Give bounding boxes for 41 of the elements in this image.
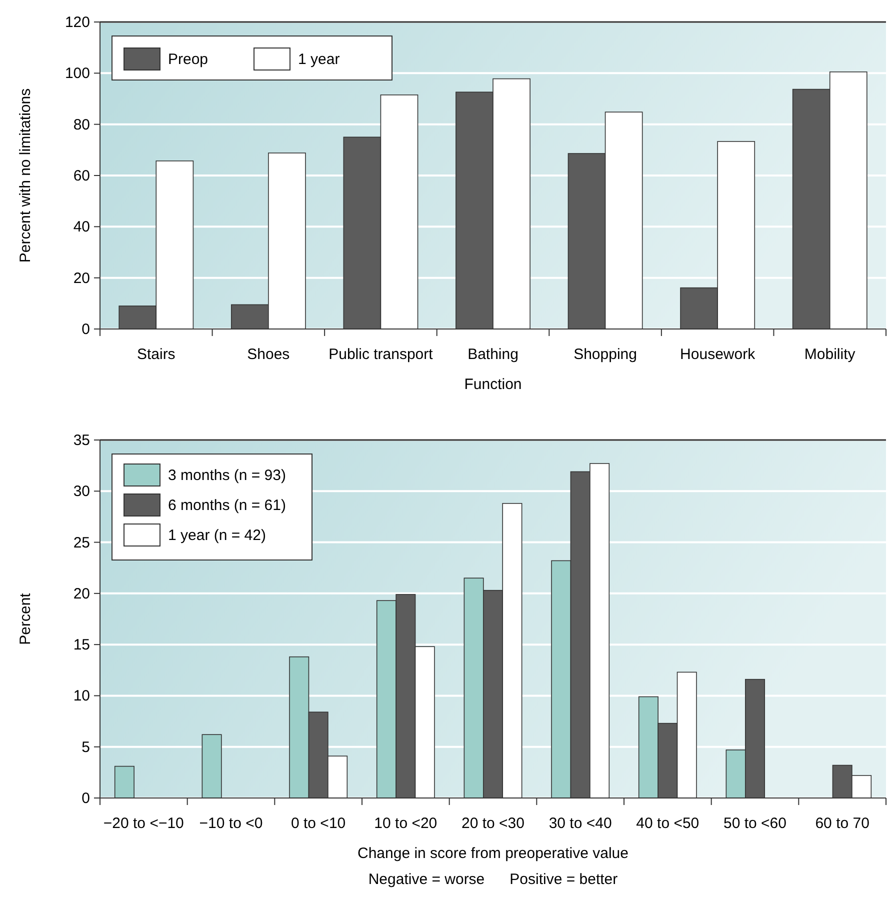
- x-tick-label: 40 to <50: [636, 815, 700, 832]
- y-tick-label: 15: [73, 636, 90, 654]
- x-tick-label: Shoes: [247, 346, 290, 363]
- x-axis-title: Change in score from preoperative value: [358, 845, 628, 862]
- y-tick-label: 20: [73, 270, 90, 287]
- y-tick-label: 35: [73, 432, 90, 449]
- x-tick-label: 0 to <10: [291, 815, 346, 832]
- x-tick-label: Mobility: [804, 346, 856, 363]
- x-tick-label: 10 to <20: [374, 815, 438, 832]
- y-tick-label: 60: [73, 168, 90, 184]
- x-tick-label: −10 to <0: [199, 815, 263, 832]
- x-tick-label: Public transport: [328, 346, 434, 363]
- legend-label: 1 year: [298, 51, 340, 68]
- x-tick-label: 50 to <60: [724, 815, 786, 832]
- y-tick-label: 0: [82, 321, 90, 338]
- x-axis-title: Function: [464, 376, 522, 393]
- x-tick-label: 60 to 70: [815, 815, 870, 832]
- x-tick-label: 30 to <40: [548, 815, 612, 832]
- x-tick-label: Bathing: [468, 346, 518, 363]
- y-tick-label: 100: [64, 65, 90, 82]
- y-tick-label: 5: [82, 738, 90, 756]
- legend-label: 1 year (n = 42): [168, 527, 266, 544]
- legend-label: 3 months (n = 93): [168, 467, 286, 484]
- y-tick-label: 40: [73, 218, 90, 236]
- y-tick-label: 10: [73, 688, 90, 705]
- y-axis-title: Percent: [17, 592, 34, 645]
- y-tick-label: 30: [73, 483, 90, 500]
- y-tick-label: 0: [82, 790, 90, 807]
- legend-label: Preop: [168, 51, 208, 68]
- y-tick-label: 20: [73, 585, 90, 602]
- x-tick-label: Stairs: [136, 346, 176, 363]
- x-tick-label: 20 to <30: [462, 815, 524, 832]
- y-tick-label: 25: [73, 534, 90, 552]
- x-tick-label: Shopping: [574, 346, 637, 363]
- y-axis-title: Percent with no limitations: [17, 88, 34, 263]
- text: Negative = worse Positive = better: [368, 871, 618, 888]
- legend-label: 6 months (n = 61): [168, 497, 286, 514]
- y-tick-label: 120: [64, 14, 90, 31]
- y-tick-label: 80: [73, 116, 90, 134]
- x-tick-label: −20 to <−10: [103, 815, 184, 832]
- x-tick-label: Housework: [680, 346, 756, 363]
